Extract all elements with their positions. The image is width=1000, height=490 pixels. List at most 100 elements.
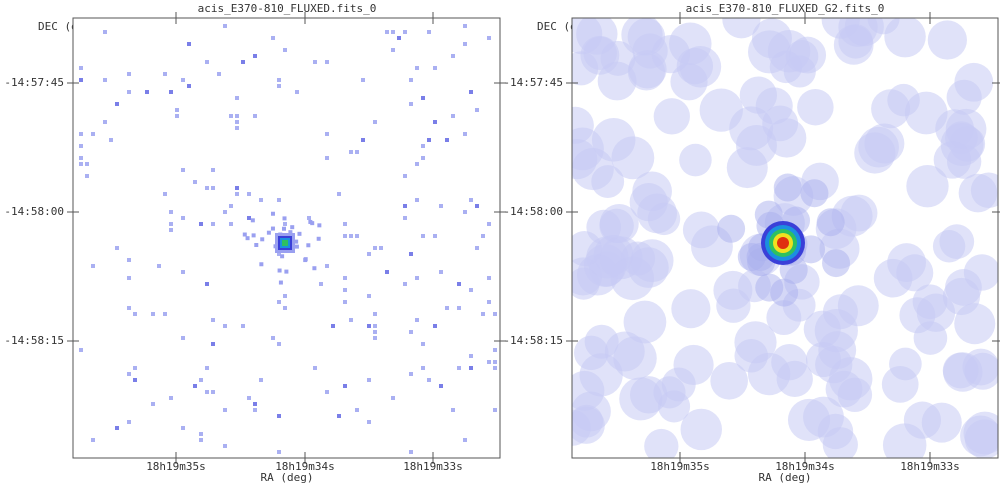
- pixel: [115, 246, 119, 250]
- pixel: [427, 30, 431, 34]
- pixel: [463, 210, 467, 214]
- pixel: [463, 438, 467, 442]
- x-tick-label: 18h19m34s: [775, 460, 835, 473]
- blob: [884, 18, 926, 58]
- pixel: [433, 324, 437, 328]
- pixel: [319, 282, 323, 286]
- blob: [960, 415, 998, 457]
- panel-title: acis_E370-810_FLUXED.fits_0: [198, 2, 377, 15]
- blob: [572, 231, 602, 267]
- pixel: [409, 330, 413, 334]
- pixel: [181, 426, 185, 430]
- pixel: [270, 211, 275, 216]
- pixel: [325, 390, 329, 394]
- pixel: [403, 174, 407, 178]
- pixel: [349, 318, 353, 322]
- pixel: [271, 336, 275, 340]
- pixel: [349, 234, 353, 238]
- pixel: [259, 378, 263, 382]
- pixel: [103, 120, 107, 124]
- blob: [899, 297, 936, 334]
- pixel: [169, 396, 173, 400]
- pixel: [421, 96, 425, 100]
- pixel: [85, 162, 89, 166]
- pixel: [433, 120, 437, 124]
- pixel: [367, 420, 371, 424]
- pixel: [487, 276, 491, 280]
- pixel: [181, 336, 185, 340]
- pixel: [385, 30, 389, 34]
- image-border: [72, 17, 501, 459]
- pixel: [451, 408, 455, 412]
- pixel: [211, 390, 215, 394]
- pixel: [343, 276, 347, 280]
- pixel: [307, 216, 311, 220]
- pixel: [187, 42, 191, 46]
- pixel: [403, 30, 407, 34]
- pixel: [427, 378, 431, 382]
- blob: [963, 254, 998, 291]
- x-axis-label: RA (deg): [759, 471, 812, 484]
- blob: [722, 18, 761, 39]
- pixel: [343, 384, 347, 388]
- pixel: [199, 222, 203, 226]
- blob: [736, 124, 777, 166]
- pixel: [283, 294, 287, 298]
- pixel: [367, 252, 371, 256]
- blob: [954, 303, 996, 345]
- blob: [797, 88, 834, 126]
- blob: [755, 273, 784, 302]
- pixel: [181, 216, 185, 220]
- pixel: [235, 96, 239, 100]
- pixel: [235, 126, 239, 130]
- blob: [572, 370, 605, 411]
- pixel: [487, 222, 491, 226]
- blob: [970, 172, 998, 209]
- pixel: [127, 72, 131, 76]
- pixel: [403, 204, 407, 208]
- pixel: [211, 318, 215, 322]
- pixel: [308, 219, 313, 224]
- x-tick-label: 18h19m35s: [650, 460, 710, 473]
- pixel: [199, 378, 203, 382]
- pixel: [313, 60, 317, 64]
- pixel: [133, 378, 137, 382]
- pixel: [253, 114, 257, 118]
- pixel: [283, 222, 287, 226]
- blob: [651, 34, 691, 74]
- pixel: [397, 36, 401, 40]
- pixel: [445, 138, 449, 142]
- pixel: [127, 306, 131, 310]
- blob: [816, 208, 845, 237]
- pixel: [205, 390, 209, 394]
- pixel: [337, 414, 341, 418]
- blob: [710, 361, 748, 400]
- pixel: [91, 438, 95, 442]
- pixel: [391, 30, 395, 34]
- y-tick-label: -14:58:00: [4, 205, 64, 218]
- pixel: [415, 198, 419, 202]
- pixel: [247, 216, 251, 220]
- pixel: [205, 366, 209, 370]
- pixel: [79, 348, 83, 352]
- pixel: [79, 156, 83, 160]
- pixel: [281, 226, 286, 231]
- pixel: [229, 222, 233, 226]
- pixel: [235, 120, 239, 124]
- x-tick-label: 18h19m35s: [146, 460, 206, 473]
- blob: [785, 39, 819, 73]
- pixel: [127, 90, 131, 94]
- pixel: [163, 312, 167, 316]
- pixel: [199, 432, 203, 436]
- pixel: [211, 168, 215, 172]
- pixel: [193, 180, 197, 184]
- pixel: [103, 78, 107, 82]
- pixel: [487, 300, 491, 304]
- pixel: [373, 324, 377, 328]
- blob: [921, 402, 962, 443]
- pixel: [127, 276, 131, 280]
- y-tick-label: -14:57:45: [4, 76, 64, 89]
- pixel: [355, 408, 359, 412]
- pixel: [157, 264, 161, 268]
